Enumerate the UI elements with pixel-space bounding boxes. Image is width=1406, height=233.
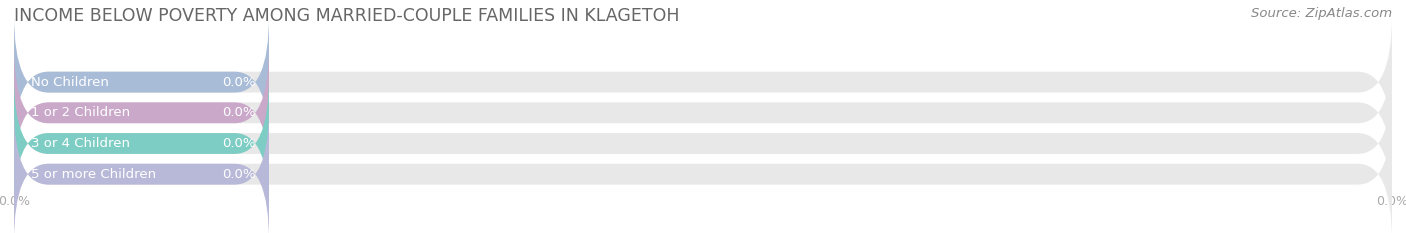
Text: 0.0%: 0.0% [222,168,256,181]
FancyBboxPatch shape [14,16,1392,148]
FancyBboxPatch shape [14,108,269,233]
Text: 0.0%: 0.0% [222,76,256,89]
Text: Source: ZipAtlas.com: Source: ZipAtlas.com [1251,7,1392,20]
FancyBboxPatch shape [14,47,1392,179]
Text: INCOME BELOW POVERTY AMONG MARRIED-COUPLE FAMILIES IN KLAGETOH: INCOME BELOW POVERTY AMONG MARRIED-COUPL… [14,7,679,25]
FancyBboxPatch shape [14,47,269,179]
Text: 0.0%: 0.0% [222,106,256,119]
FancyBboxPatch shape [14,16,269,148]
Text: No Children: No Children [31,76,108,89]
Text: 5 or more Children: 5 or more Children [31,168,156,181]
Text: 3 or 4 Children: 3 or 4 Children [31,137,129,150]
FancyBboxPatch shape [14,77,1392,210]
FancyBboxPatch shape [14,77,269,210]
FancyBboxPatch shape [14,108,1392,233]
Text: 1 or 2 Children: 1 or 2 Children [31,106,129,119]
Text: 0.0%: 0.0% [222,137,256,150]
